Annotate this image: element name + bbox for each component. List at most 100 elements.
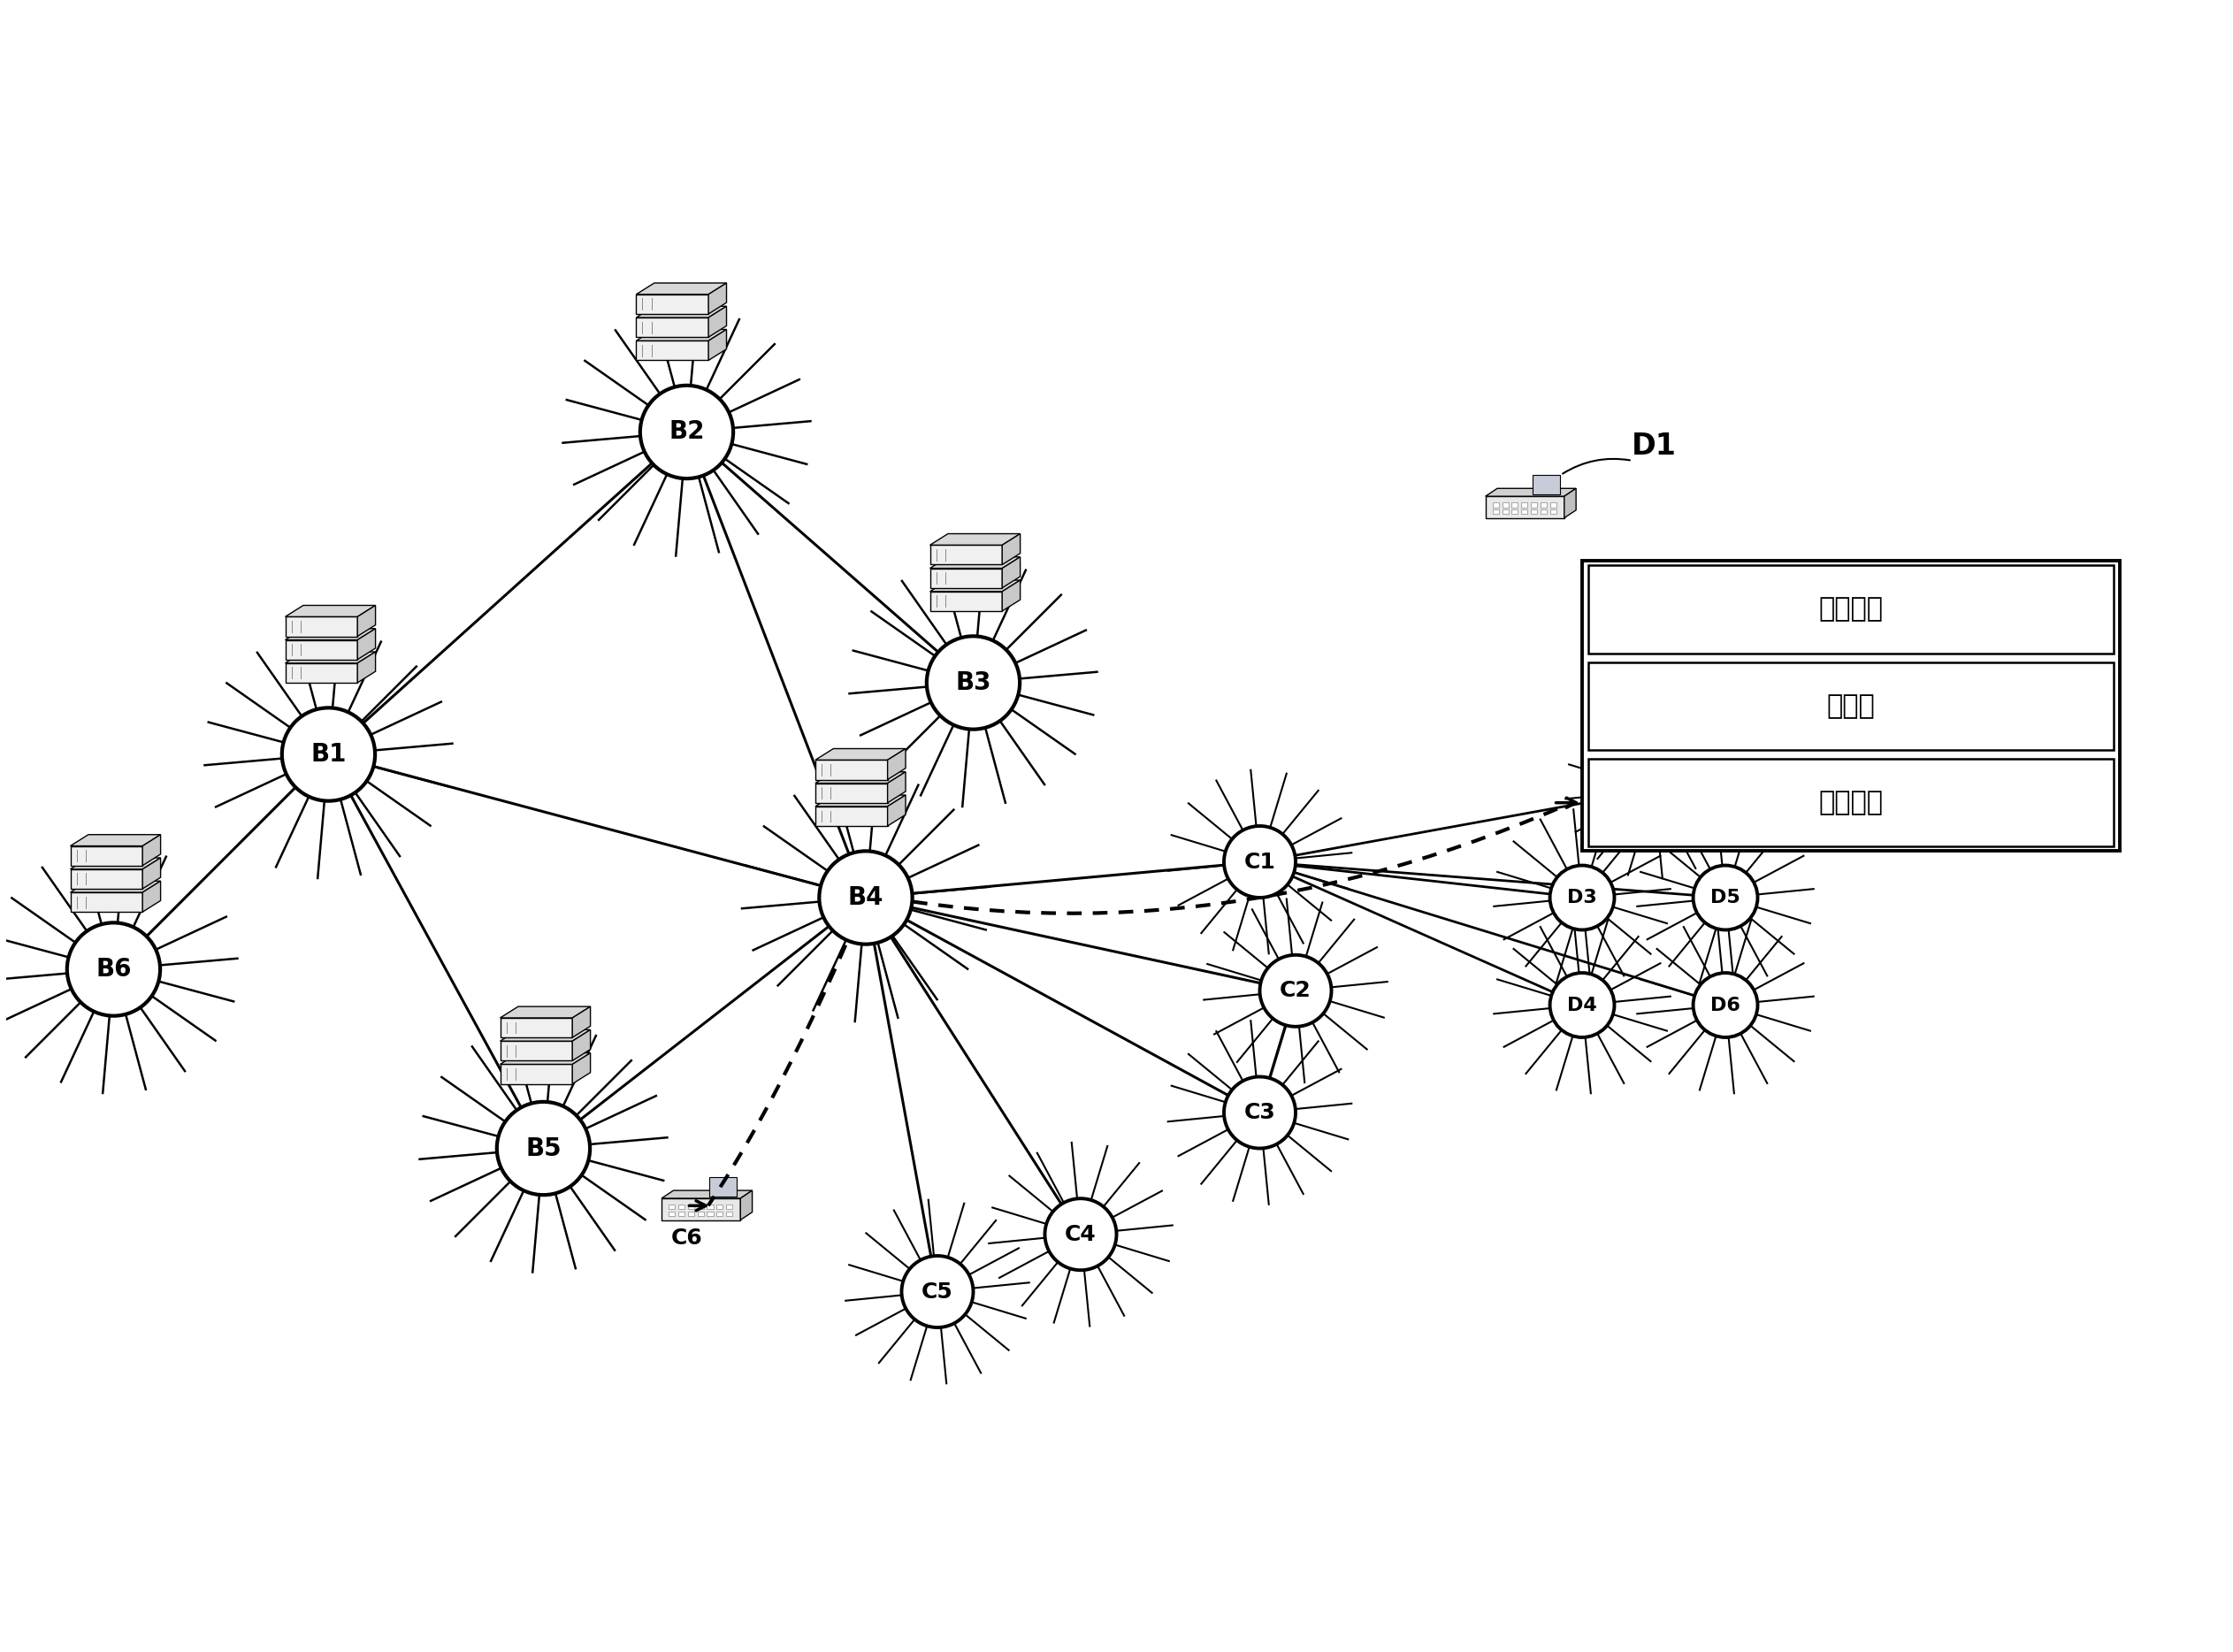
Text: 通信单元: 通信单元 (1818, 790, 1882, 816)
Polygon shape (636, 306, 726, 317)
Bar (1588, 758, 2115, 847)
Polygon shape (1503, 502, 1507, 507)
Polygon shape (815, 748, 907, 760)
Polygon shape (929, 580, 1020, 591)
Polygon shape (1541, 502, 1547, 507)
Text: 存储器: 存储器 (1827, 694, 1876, 719)
Circle shape (820, 851, 913, 945)
Polygon shape (726, 1204, 732, 1209)
Text: D4: D4 (1568, 996, 1597, 1014)
Polygon shape (708, 282, 726, 314)
Polygon shape (815, 795, 907, 806)
Polygon shape (572, 1052, 590, 1084)
Polygon shape (661, 1191, 753, 1198)
Polygon shape (679, 1204, 686, 1209)
Polygon shape (500, 1052, 590, 1064)
Text: C5: C5 (922, 1280, 953, 1302)
Polygon shape (500, 1029, 590, 1041)
Polygon shape (1003, 534, 1020, 565)
Polygon shape (929, 534, 1020, 545)
Text: C1: C1 (1244, 851, 1275, 872)
Polygon shape (572, 1006, 590, 1037)
Text: B6: B6 (96, 957, 132, 981)
Polygon shape (286, 616, 357, 636)
Polygon shape (500, 1064, 572, 1084)
Polygon shape (815, 806, 887, 826)
Polygon shape (357, 605, 375, 636)
Polygon shape (929, 557, 1020, 568)
Circle shape (1045, 1198, 1116, 1270)
Polygon shape (741, 1191, 753, 1221)
Text: D2: D2 (1639, 781, 1668, 800)
Polygon shape (1550, 509, 1556, 514)
Polygon shape (636, 329, 726, 340)
Bar (1588, 662, 2115, 750)
Polygon shape (1485, 489, 1576, 496)
Polygon shape (815, 760, 887, 780)
Text: D5: D5 (1710, 889, 1740, 907)
Polygon shape (636, 282, 726, 294)
Polygon shape (1003, 580, 1020, 611)
Polygon shape (143, 881, 161, 912)
Circle shape (1550, 973, 1614, 1037)
Circle shape (927, 636, 1020, 729)
Text: B5: B5 (525, 1137, 560, 1161)
Polygon shape (286, 605, 375, 616)
Polygon shape (1532, 509, 1536, 514)
Polygon shape (500, 1018, 572, 1037)
Polygon shape (929, 591, 1003, 611)
Circle shape (641, 385, 732, 479)
Circle shape (281, 707, 375, 801)
Polygon shape (929, 568, 1003, 588)
Polygon shape (69, 834, 161, 846)
Bar (1583, 562, 2119, 851)
Polygon shape (708, 306, 726, 337)
Polygon shape (500, 1041, 572, 1061)
Polygon shape (668, 1204, 674, 1209)
Text: B4: B4 (849, 885, 884, 910)
Text: C6: C6 (670, 1227, 703, 1249)
Polygon shape (726, 1211, 732, 1216)
Polygon shape (286, 662, 357, 682)
Polygon shape (1492, 509, 1498, 514)
Polygon shape (143, 834, 161, 866)
Polygon shape (1532, 502, 1536, 507)
Polygon shape (697, 1211, 703, 1216)
Polygon shape (286, 639, 357, 659)
Circle shape (1693, 866, 1757, 930)
Polygon shape (717, 1204, 723, 1209)
Polygon shape (500, 1006, 590, 1018)
Text: C4: C4 (1065, 1224, 1096, 1246)
Text: 处理单元: 处理单元 (1818, 596, 1882, 623)
Polygon shape (1485, 496, 1565, 519)
Polygon shape (636, 340, 708, 360)
Circle shape (1224, 826, 1295, 897)
Circle shape (902, 1256, 974, 1328)
Polygon shape (1532, 474, 1561, 494)
Text: C2: C2 (1280, 980, 1311, 1001)
Polygon shape (143, 857, 161, 889)
Circle shape (1259, 955, 1331, 1026)
Polygon shape (717, 1211, 723, 1216)
Text: D3: D3 (1568, 889, 1597, 907)
Polygon shape (1512, 509, 1518, 514)
Polygon shape (679, 1211, 686, 1216)
Polygon shape (1492, 502, 1498, 507)
Polygon shape (1512, 502, 1518, 507)
Polygon shape (1521, 502, 1527, 507)
Polygon shape (815, 783, 887, 803)
Circle shape (1693, 973, 1757, 1037)
Polygon shape (69, 892, 143, 912)
Polygon shape (69, 846, 143, 866)
Polygon shape (929, 545, 1003, 565)
Text: D6: D6 (1710, 996, 1740, 1014)
Text: C3: C3 (1244, 1102, 1275, 1123)
Polygon shape (708, 1176, 737, 1196)
Polygon shape (69, 857, 161, 869)
Text: B3: B3 (956, 671, 991, 695)
Polygon shape (69, 869, 143, 889)
Polygon shape (688, 1204, 694, 1209)
Polygon shape (668, 1211, 674, 1216)
Polygon shape (708, 1204, 712, 1209)
Polygon shape (636, 317, 708, 337)
